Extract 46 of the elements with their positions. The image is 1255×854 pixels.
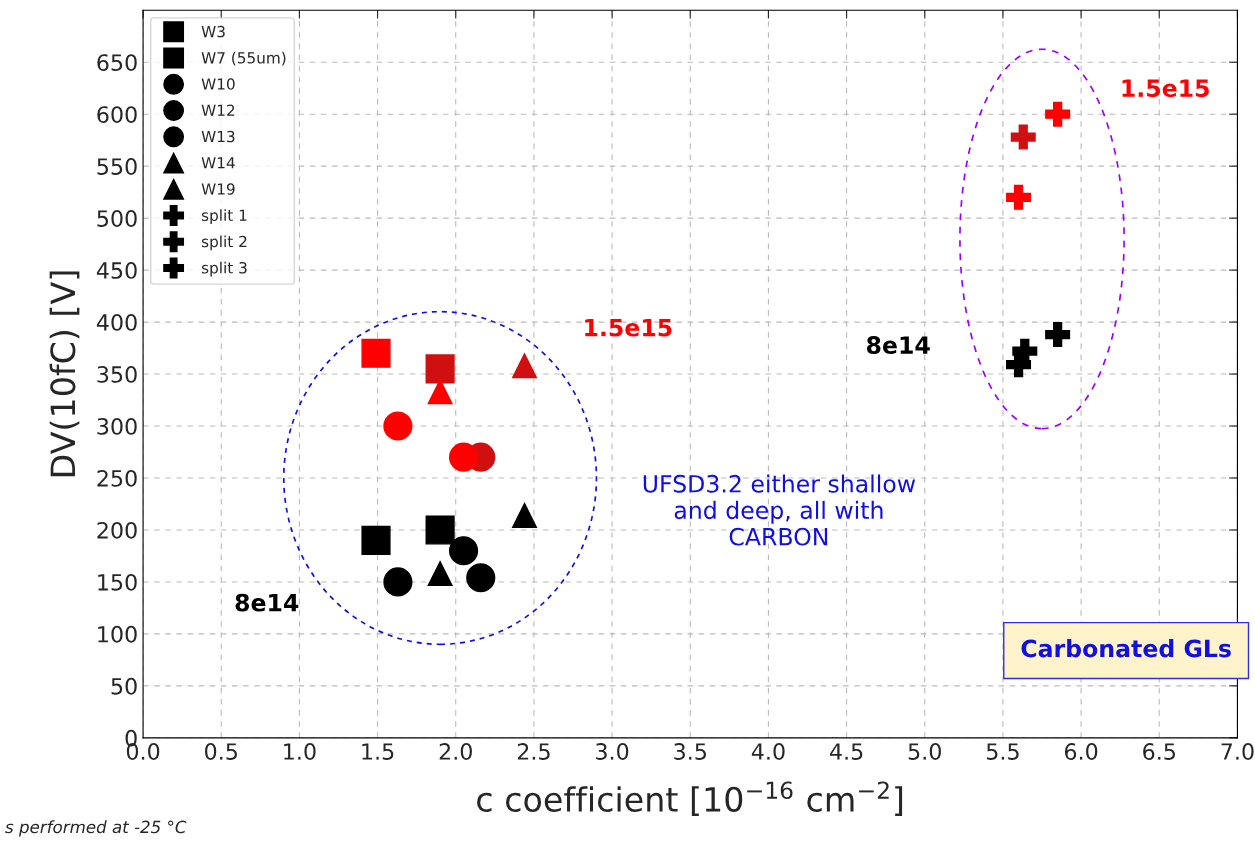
x-tick-label: 6.0 [1064,743,1098,760]
x-tick-label: 3.5 [674,743,706,760]
legend-label: W7 (55um) [201,51,286,66]
x-tick-label: 5.0 [908,743,941,760]
legend-label: W13 [201,130,235,143]
annotation: Carbonated GLs [1021,639,1231,658]
legend-label: W12 [201,104,235,116]
y-tick-label: 250 [97,469,137,487]
x-tick-label: 6.5 [1143,743,1175,760]
legend-label: W19 [201,183,235,195]
x-tick-label: 2.5 [517,743,550,760]
legend-label: W14 [201,157,235,169]
x-tick-label: 1.0 [284,743,316,760]
annotation: 1.5e15 [585,318,672,337]
legend-label: W10 [201,78,235,90]
legend-label: split 1 [201,209,247,225]
annotation: 8e14 [235,593,299,612]
y-tick-label: 650 [97,54,137,71]
annotation: UFSD3.2 either shallow and deep, all with CARBON [643,474,916,546]
y-tick-label: 400 [96,314,137,331]
y-tick-label: 450 [96,262,137,279]
x-tick-label: 4.5 [830,743,863,760]
y-tick-label: 500 [97,210,137,227]
y-tick-label: 150 [98,573,137,591]
legend-label: W3 [201,25,225,38]
y-tick-label: 550 [97,158,137,175]
text: s performed at -25 °C [5,820,187,837]
y-tick-label: 300 [97,417,137,435]
x-tick-label: 3.0 [596,743,629,760]
x-tick-label: 5.5 [986,743,1019,760]
y-tick-label: 100 [98,625,137,643]
annotation: 1.5e15 [1122,79,1209,98]
x-axis-title: c coefficient [10$^{−16}$ cm$^{−2}$] [477,781,903,816]
x-tick-label: 2.0 [439,743,472,760]
legend-label: split 3 [201,261,247,277]
y-axis-title: DV(10fC) [V] [49,271,80,477]
annotation: 8e14 [866,336,930,354]
x-tick-label: 1.5 [362,743,394,760]
y-tick-label: 600 [97,106,137,123]
y-tick-label: 350 [97,366,137,383]
y-tick-label: 50 [111,677,137,695]
x-tick-label: 4.0 [751,743,785,760]
y-tick-label: 200 [97,521,137,539]
legend-label: split 2 [201,235,247,251]
x-tick-label: 7.0 [1221,743,1254,760]
x-tick-label: 0.5 [205,743,237,760]
